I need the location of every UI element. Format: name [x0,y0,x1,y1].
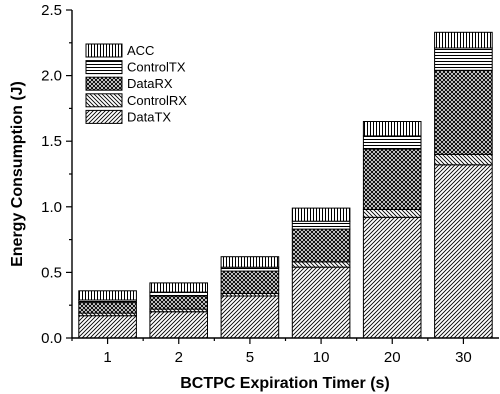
legend-swatch-acc [85,43,123,58]
bar-datarx-5 [220,270,280,294]
legend-label-datarx: DataRX [127,76,173,91]
x-tick-label: 30 [455,349,472,366]
bar-datarx-30 [434,69,493,155]
legend-swatch-datarx [85,76,123,91]
bar-datatx-2 [149,311,208,339]
legend-label-datatx: DataTX [127,109,171,124]
legend-label-controltx: ControlTX [127,60,186,75]
x-tick-label: 1 [103,349,111,366]
y-tick-label: 1.5 [41,133,62,150]
y-axis-title: Energy Consumption (J) [9,81,26,267]
x-tick-label: 5 [246,349,254,366]
x-tick-label: 2 [175,349,183,366]
bar-controlrx-30 [434,153,493,166]
bar-controltx-20 [362,135,422,150]
y-tick-label: 1.0 [41,199,62,216]
legend-swatch-controltx [85,60,123,75]
bar-datarx-20 [362,148,422,211]
y-tick-label: 2.0 [41,68,62,85]
bar-acc-2 [149,282,208,293]
legend-swatch-controlrx [85,93,123,108]
bar-datatx-5 [220,295,280,339]
bar-controlrx-20 [362,208,422,218]
bar-acc-30 [434,31,493,49]
legend-label-controlrx: ControlRX [127,93,187,108]
legend-swatch-datatx [85,109,123,124]
bar-acc-10 [291,207,351,222]
x-axis-ticks: 1 2 5 10 20 30 [71,338,472,366]
x-axis-title: BCTPC Expiration Timer (s) [180,375,390,392]
x-tick-label: 10 [313,349,330,366]
bar-acc-1 [78,290,137,301]
y-axis-ticks: 0.0 0.5 1.0 1.5 2.0 2.5 [41,2,72,347]
bar-controltx-10 [291,220,351,230]
bar-datarx-2 [149,295,208,310]
bar-datarx-10 [291,228,351,263]
bar-datatx-20 [362,216,422,339]
bar-controltx-30 [434,47,493,71]
bar-datarx-1 [78,302,137,314]
bar-acc-5 [220,256,280,268]
bar-stacks [78,31,493,339]
bar-datatx-10 [291,266,351,339]
bar-acc-20 [362,121,422,137]
y-tick-label: 2.5 [41,2,62,19]
x-tick-label: 20 [384,349,401,366]
legend-label-acc: ACC [127,43,154,58]
y-tick-label: 0.0 [41,330,62,347]
bar-datatx-30 [434,164,493,339]
bar-controltx-2 [149,291,208,297]
y-tick-label: 0.5 [41,264,62,281]
bar-controlrx-10 [291,261,351,268]
bar-controltx-5 [220,266,280,272]
bar-datatx-1 [78,315,137,339]
